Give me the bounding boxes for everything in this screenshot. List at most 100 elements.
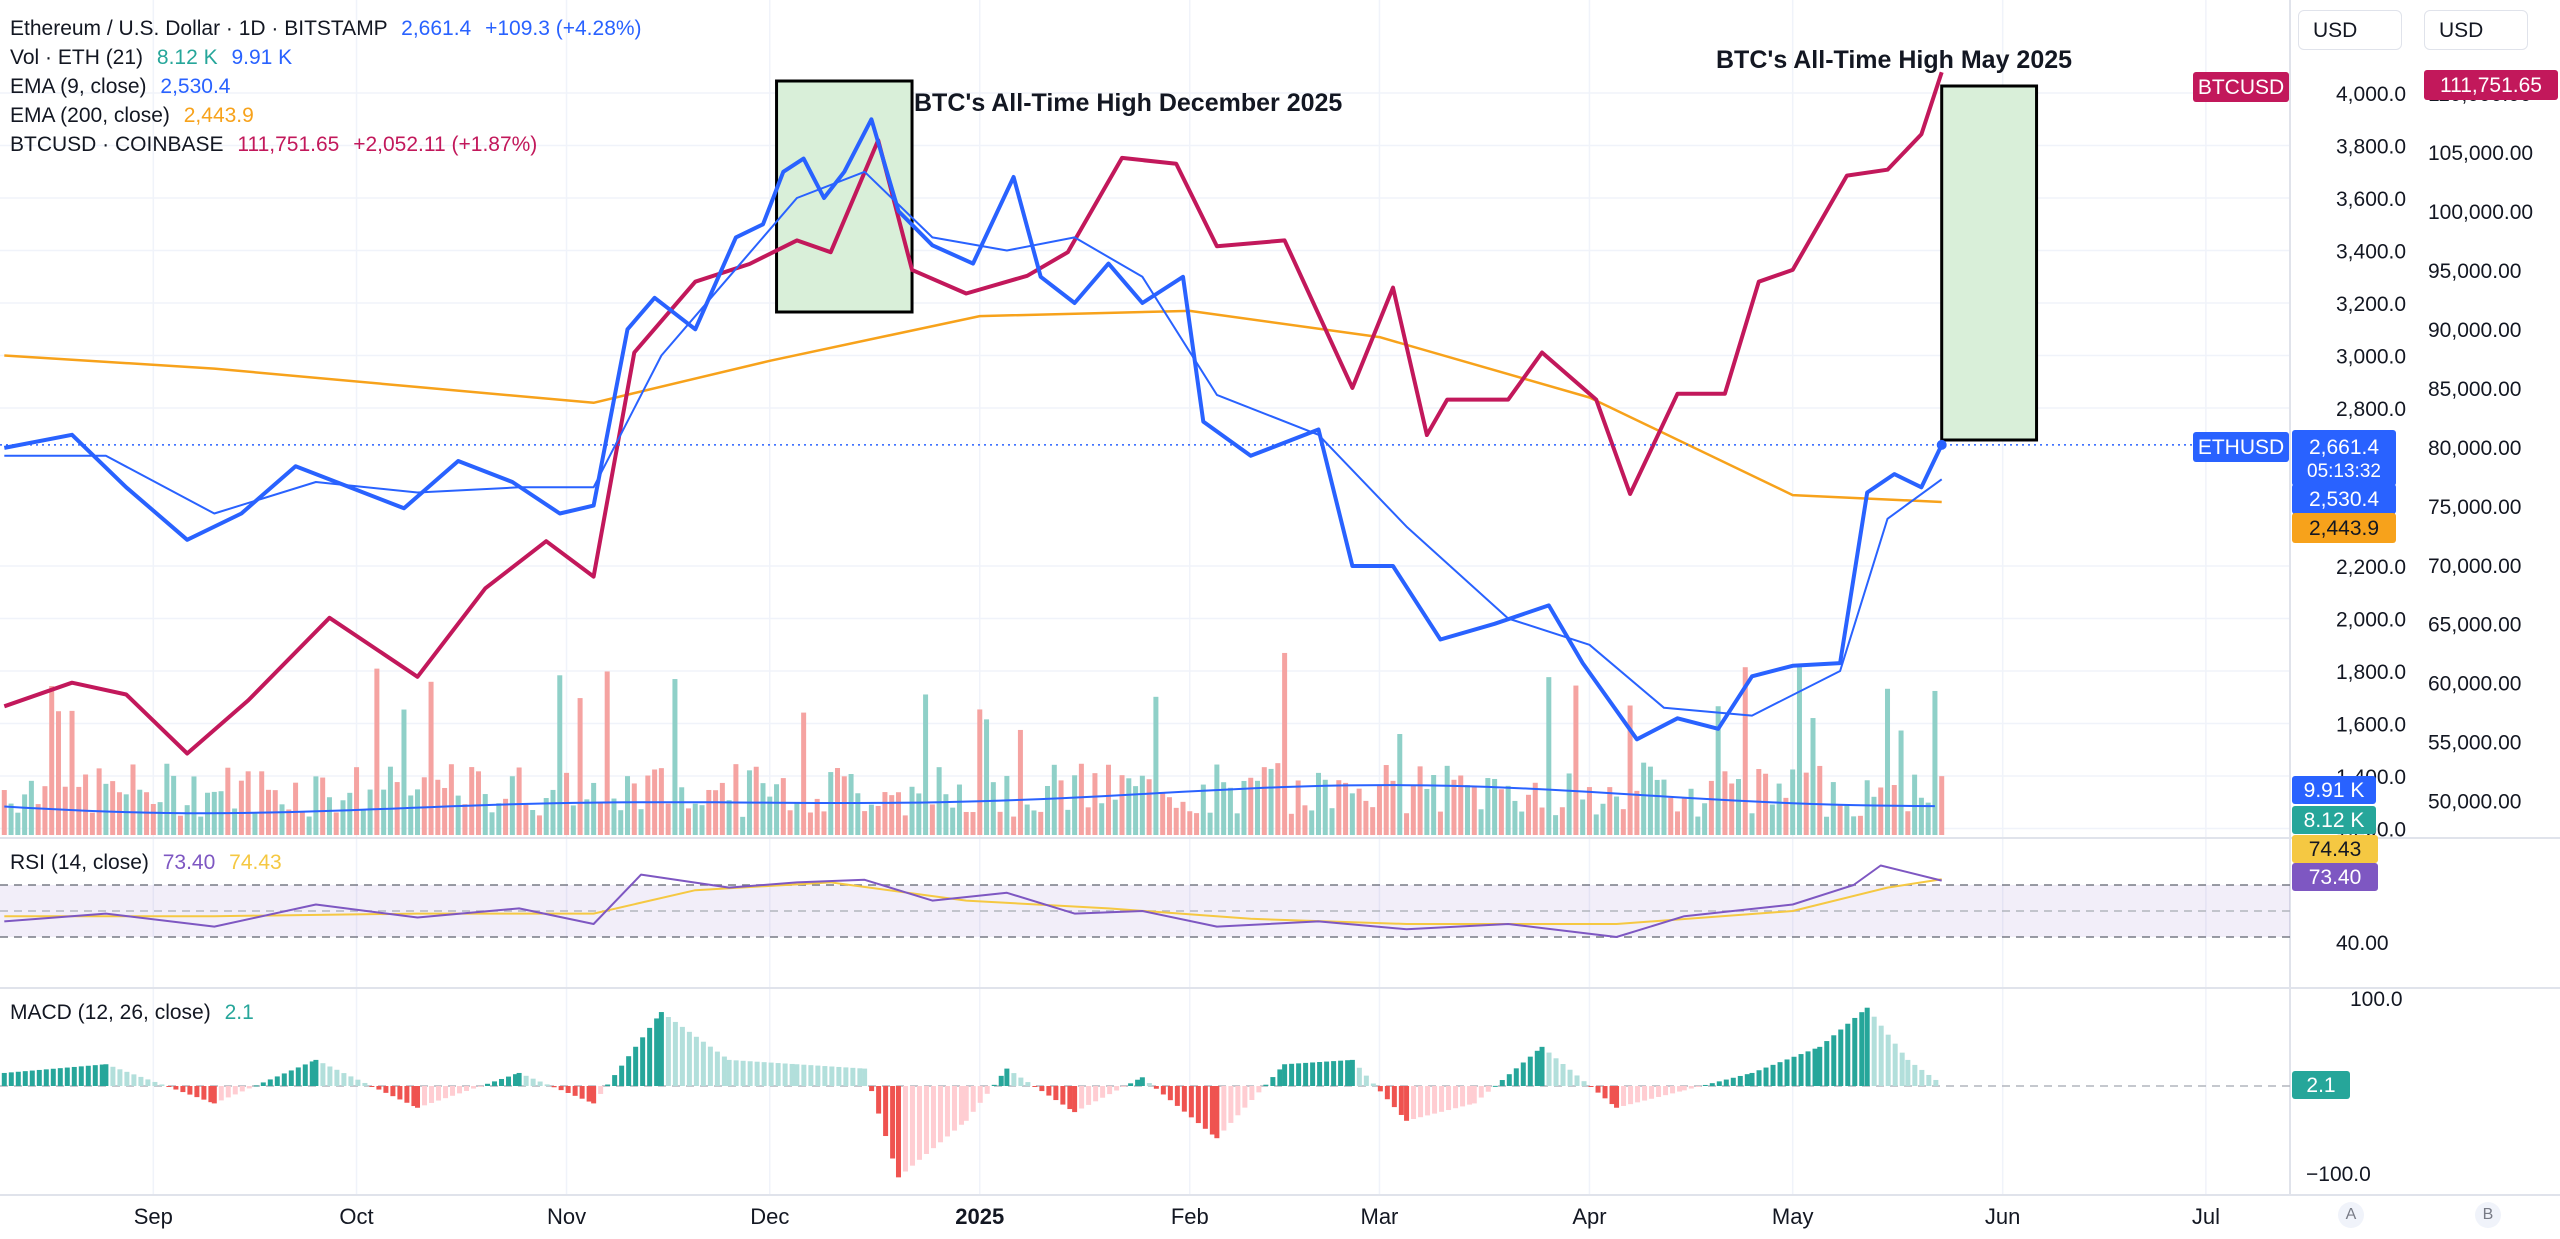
volume-bar [401, 709, 407, 835]
volume-bar [1045, 785, 1051, 835]
macd-histogram-bar [457, 1086, 463, 1094]
macd-histogram-bar [1398, 1086, 1404, 1115]
volume-bar [1763, 773, 1769, 835]
volume-bar [89, 812, 95, 835]
macd-histogram-bar [558, 1086, 564, 1091]
macd-histogram-bar [1838, 1029, 1844, 1086]
eth-axis-tick: 2,200.0 [2336, 556, 2406, 579]
volume-bar [69, 710, 75, 835]
volume-bar [801, 712, 807, 835]
btc-axis-tick: 100,000.00 [2428, 201, 2533, 224]
legend-vol: Vol · ETH (21) 8.12 K 9.91 K [10, 43, 642, 72]
volume-bar [1898, 730, 1904, 835]
macd-histogram-bar [302, 1064, 308, 1086]
volume-bar [1349, 793, 1355, 835]
macd-histogram-bar [1167, 1086, 1173, 1101]
macd-histogram-bar [1425, 1086, 1431, 1116]
volume-bar [1505, 785, 1511, 835]
macd-histogram-bar [1635, 1086, 1641, 1103]
volume-bar [1641, 762, 1647, 835]
macd-histogram-bar [1446, 1086, 1452, 1111]
macd-histogram-bar [633, 1046, 639, 1086]
btcusd-axis-tag: BTCUSD [2198, 76, 2284, 99]
volume-bar [543, 798, 549, 835]
volume-bar [1207, 812, 1213, 835]
macd-histogram-bar [1153, 1086, 1159, 1089]
macd-histogram-bar [309, 1061, 315, 1086]
macd-histogram-bar [1018, 1077, 1024, 1086]
macd-histogram-bar [464, 1086, 470, 1091]
macd-histogram-bar [1324, 1061, 1330, 1086]
macd-histogram-bar [8, 1072, 14, 1086]
volume-bar [1126, 778, 1132, 835]
volume-bar [245, 771, 251, 835]
macd-histogram-bar [1025, 1082, 1031, 1086]
scale-b-button[interactable]: B [2475, 1202, 2501, 1228]
x-axis-label: Jul [2192, 1204, 2220, 1229]
macd-histogram-bar [362, 1082, 368, 1086]
volume-bar [1912, 774, 1918, 835]
macd-histogram-bar [187, 1086, 193, 1095]
volume-bar [1939, 776, 1945, 835]
volume-bar [990, 782, 996, 835]
eth-axis-tick: 4,000.0 [2336, 83, 2406, 106]
volume-bar [415, 789, 421, 835]
volume-bar [1519, 811, 1525, 835]
macd-histogram-bar [714, 1051, 720, 1086]
volume-bar [807, 812, 813, 835]
volume-bar [895, 792, 901, 835]
volume-bar [1322, 779, 1328, 835]
volume-bar [1011, 816, 1017, 835]
volume-bar [1214, 764, 1220, 835]
volume-bar [1783, 797, 1789, 835]
volume-bar [713, 790, 719, 835]
macd-legend-value: 2.1 [224, 1001, 254, 1024]
macd-histogram-bar [1499, 1080, 1505, 1086]
volume-bar [55, 711, 61, 835]
macd-histogram-bar [383, 1086, 389, 1093]
legend-ema200: EMA (200, close) 2,443.9 [10, 101, 642, 130]
volume-bar [719, 782, 725, 835]
volume-bar [1343, 782, 1349, 835]
volume-bar [577, 698, 583, 835]
volume-bar [1282, 652, 1288, 835]
macd-histogram-bar [1228, 1086, 1234, 1123]
macd-histogram-bar [1270, 1077, 1276, 1086]
volume-bar [1099, 803, 1105, 835]
macd-histogram-bar [1492, 1085, 1498, 1087]
macd-histogram-bar [1716, 1081, 1722, 1086]
macd-histogram-bar [740, 1060, 746, 1086]
volume-bar [1729, 783, 1735, 835]
macd-histogram-bar [450, 1086, 456, 1096]
macd-histogram-bar [1730, 1077, 1736, 1086]
volume-bar [1058, 780, 1064, 835]
volume-bar [259, 771, 265, 835]
macd-histogram-bar [1370, 1083, 1376, 1086]
currency-button-eth[interactable]: USD [2298, 10, 2402, 50]
currency-button-btc[interactable]: USD [2424, 10, 2528, 50]
volume-bar [584, 799, 590, 835]
macd-histogram-bar [1663, 1086, 1669, 1096]
volume-bar [503, 798, 509, 835]
volume-bar [1315, 772, 1321, 835]
volume-bar [1234, 813, 1240, 835]
volume-bar [1498, 789, 1504, 835]
macd-histogram-bar [829, 1066, 835, 1086]
macd-histogram-bar [478, 1086, 484, 1087]
volume-bar [963, 811, 969, 835]
macd-histogram-bar [794, 1064, 800, 1086]
macd-histogram-bar [485, 1083, 491, 1086]
volume-bar [1837, 804, 1843, 835]
macd-histogram-bar [937, 1086, 943, 1143]
macd-histogram-bar [320, 1063, 326, 1086]
volume-bar [299, 811, 305, 835]
legend-btc-change: +2,052.11 (+1.87%) [353, 133, 538, 156]
macd-histogram-bar [1356, 1067, 1362, 1086]
volume-bar [421, 777, 427, 835]
macd-histogram-bar [208, 1086, 214, 1103]
macd-histogram-bar [253, 1085, 259, 1087]
volume-bar [1525, 794, 1531, 835]
auto-scale-button[interactable]: A [2338, 1202, 2364, 1228]
legend-main-change: +109.3 (+4.28%) [485, 17, 642, 40]
